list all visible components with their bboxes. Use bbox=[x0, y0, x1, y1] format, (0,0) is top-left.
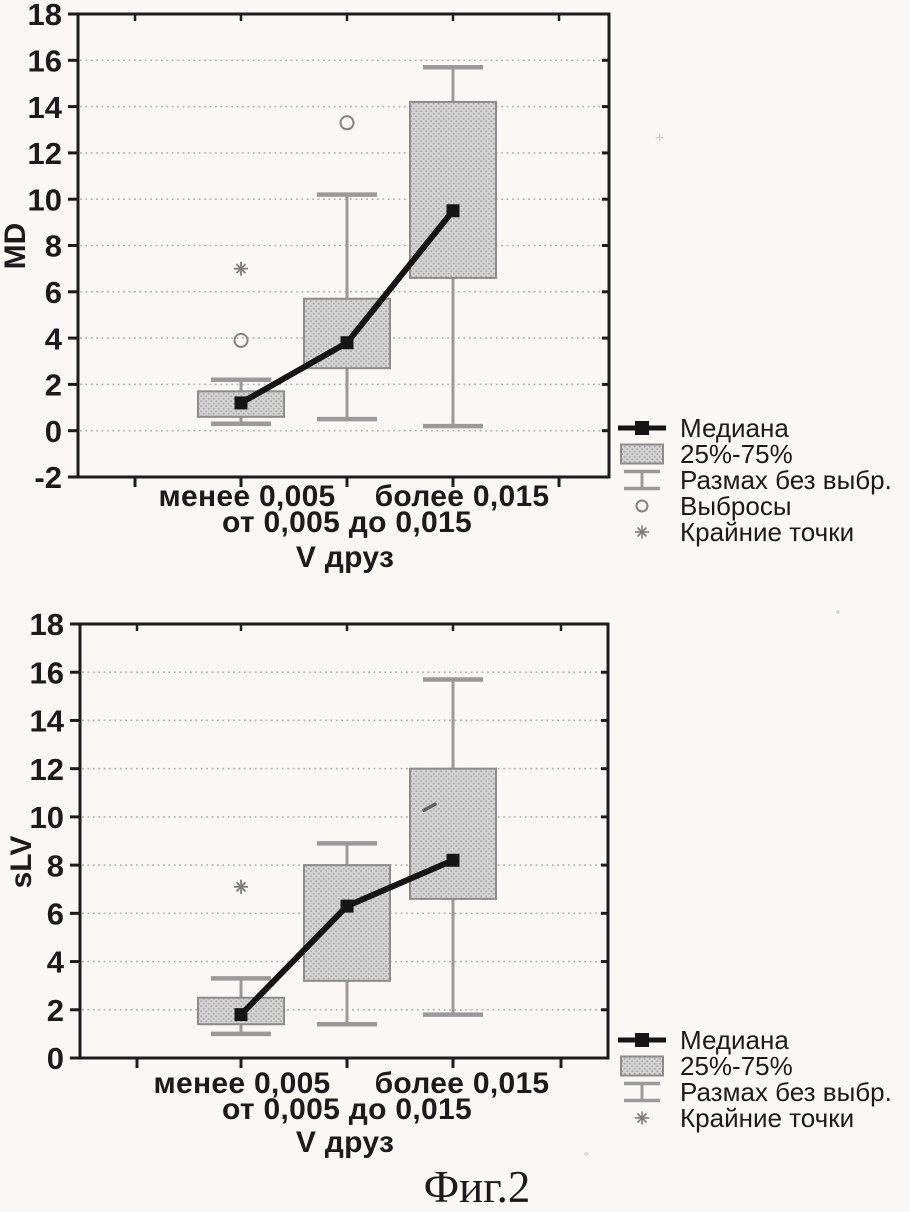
y-tick-label: 0 bbox=[45, 414, 62, 449]
y-tick-label: 8 bbox=[47, 848, 64, 883]
median-marker bbox=[340, 899, 354, 913]
iqr-box bbox=[409, 767, 497, 900]
outlier-circle-icon bbox=[616, 495, 668, 517]
extreme-star-icon bbox=[616, 521, 668, 543]
legend-item-box: 25%-75% bbox=[616, 1051, 892, 1081]
median-line-icon bbox=[616, 1029, 668, 1051]
legend-item-whisker: Размах без выбр. bbox=[616, 1077, 892, 1107]
median-marker bbox=[340, 336, 354, 350]
box-icon bbox=[616, 443, 668, 465]
legend-item-outlier-circle: Выбросы bbox=[616, 491, 892, 521]
slv-legend: Медиана 25%-75% Размах без выбр. Крайние то… bbox=[616, 1025, 892, 1133]
y-tick-label: 6 bbox=[47, 896, 64, 931]
md-legend: Медиана 25%-75% Размах без выбр. Выбросы Кра… bbox=[616, 413, 892, 547]
legend-label: Крайние точки bbox=[680, 1103, 855, 1133]
median-marker bbox=[234, 1008, 248, 1022]
md-x-category-2: от 0,005 до 0,015 bbox=[222, 506, 472, 539]
y-tick-label: 2 bbox=[47, 993, 64, 1028]
legend-label: Размах без выбр. bbox=[680, 1077, 892, 1107]
outlier-marker bbox=[339, 115, 355, 131]
outlier-marker bbox=[233, 332, 249, 348]
md-y-axis-label: MD bbox=[0, 222, 32, 270]
median-line-icon bbox=[616, 417, 668, 439]
legend-item-whisker: Размах без выбр. bbox=[616, 465, 892, 495]
legend-label: Выбросы bbox=[680, 491, 792, 521]
whisker-icon bbox=[616, 1081, 668, 1103]
md-x-category-3: более 0,015 bbox=[374, 480, 550, 513]
y-tick-label: 4 bbox=[47, 945, 65, 980]
legend-label: 25%-75% bbox=[680, 1051, 793, 1081]
slv-x-axis-title: V друз bbox=[295, 1126, 395, 1159]
md-x-axis-title: V друз bbox=[295, 541, 395, 574]
legend-label: Размах без выбр. bbox=[680, 465, 892, 495]
plot-frame bbox=[76, 12, 611, 479]
legend-label: Медиана bbox=[680, 1025, 789, 1055]
extreme-point-marker bbox=[234, 879, 248, 894]
extreme-star-icon bbox=[616, 1107, 668, 1129]
legend-label: 25%-75% bbox=[680, 439, 793, 469]
y-tick-label: 12 bbox=[28, 136, 62, 171]
y-tick-label: 12 bbox=[30, 752, 64, 787]
legend-item-extreme-star: Крайние точки bbox=[616, 1103, 892, 1133]
scan-speck bbox=[836, 610, 840, 614]
y-tick-label: 18 bbox=[28, 0, 62, 32]
md-x-category-1: менее 0,005 bbox=[158, 480, 336, 513]
scan-speck bbox=[584, 1152, 589, 1156]
y-tick-label: -2 bbox=[34, 460, 62, 495]
whisker-icon bbox=[616, 469, 668, 491]
y-tick-label: 16 bbox=[28, 43, 62, 78]
y-tick-label: 14 bbox=[30, 704, 65, 739]
iqr-box bbox=[303, 864, 391, 982]
y-tick-label: 6 bbox=[45, 275, 62, 310]
legend-label: Крайние точки bbox=[680, 517, 855, 547]
legend-item-box: 25%-75% bbox=[616, 439, 892, 469]
y-tick-label: 14 bbox=[28, 90, 63, 125]
slv-x-category-3: более 0,015 bbox=[374, 1067, 550, 1100]
md-plot: -2 0 2 4 6 8 10 12 14 16 18 bbox=[28, 0, 611, 495]
median-marker bbox=[234, 396, 248, 410]
median-marker bbox=[446, 853, 460, 867]
y-tick-label: 2 bbox=[45, 368, 62, 403]
legend-item-median-line: Медиана bbox=[616, 413, 892, 443]
extreme-point-marker bbox=[234, 261, 248, 276]
y-tick-label: 16 bbox=[30, 655, 64, 690]
slv-x-category-2: от 0,005 до 0,015 bbox=[222, 1093, 472, 1126]
y-tick-label: 0 bbox=[47, 1041, 64, 1076]
y-tick-label: 10 bbox=[28, 182, 62, 217]
stray-mark bbox=[422, 802, 437, 812]
y-tick-label: 8 bbox=[45, 229, 62, 264]
slv-plot: 0 2 4 6 8 10 12 14 16 18 bbox=[30, 607, 610, 1076]
slv-x-category-1: менее 0,005 bbox=[153, 1067, 331, 1100]
legend-item-extreme-star: Крайние точки bbox=[616, 517, 892, 547]
plot-frame bbox=[78, 622, 610, 1060]
box-icon bbox=[616, 1055, 668, 1077]
figure-caption: Фиг.2 bbox=[423, 1162, 531, 1212]
legend-item-median-line: Медиана bbox=[616, 1025, 892, 1055]
slv-y-axis-label: sLV bbox=[5, 835, 38, 889]
median-marker bbox=[446, 204, 460, 218]
y-tick-label: 4 bbox=[45, 321, 63, 356]
legend-label: Медиана bbox=[680, 413, 789, 443]
y-tick-label: 18 bbox=[30, 607, 64, 642]
scan-speck: + bbox=[655, 130, 665, 147]
y-tick-label: 10 bbox=[30, 800, 64, 835]
